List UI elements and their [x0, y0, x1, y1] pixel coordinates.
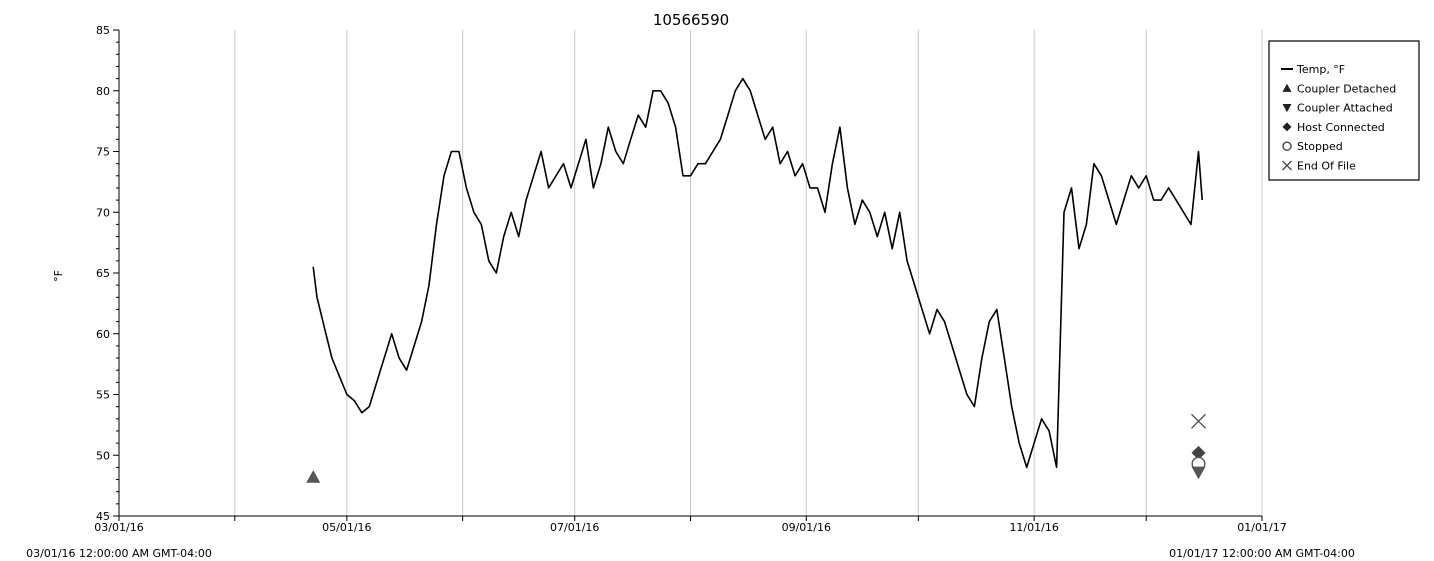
end-of-file-marker	[1191, 413, 1206, 429]
legend-end-of-file-icon	[1282, 160, 1292, 171]
legend-coupler-detached-icon	[1282, 83, 1292, 92]
x-tick-label: 03/01/16	[94, 521, 143, 534]
temperature-series-line	[312, 77, 1203, 469]
legend-label: Coupler Detached	[1297, 82, 1396, 95]
x-tick-label: 05/01/16	[322, 521, 371, 534]
y-tick-label: 45	[96, 510, 110, 523]
host-connected-marker	[1191, 445, 1206, 460]
legend-host-connected-icon	[1282, 122, 1292, 132]
legend-label: Stopped	[1297, 140, 1343, 153]
y-tick-label: 75	[96, 146, 110, 159]
legend-label: Coupler Attached	[1297, 102, 1393, 115]
legend-stopped-icon	[1282, 141, 1292, 151]
legend: Temp, °F Coupler Detached Coupler Attached…	[1268, 40, 1420, 181]
legend-label: Host Connected	[1297, 121, 1385, 134]
legend-label: End Of File	[1297, 160, 1356, 173]
y-axis: 45 50 55 60 65 70 75 80 85	[96, 24, 120, 523]
y-tick-label: 80	[96, 85, 110, 98]
x-axis-start-label: 03/01/16 12:00:00 AM GMT-04:00	[26, 547, 212, 560]
series-group	[312, 77, 1203, 469]
event-markers	[306, 413, 1206, 483]
legend-coupler-attached-icon	[1282, 104, 1292, 113]
y-tick-label: 70	[96, 206, 110, 219]
x-tick-label: 01/01/17	[1237, 521, 1286, 534]
x-tick-label: 11/01/16	[1009, 521, 1058, 534]
y-tick-label: 60	[96, 328, 110, 341]
y-tick-label: 85	[96, 24, 110, 37]
y-axis-label: °F	[52, 270, 65, 282]
legend-box	[1268, 40, 1420, 181]
x-tick-label: 09/01/16	[782, 521, 831, 534]
y-tick-label: 50	[96, 449, 110, 462]
coupler-attached-marker	[1191, 466, 1206, 480]
y-tick-label: 65	[96, 267, 110, 280]
x-tick-label: 07/01/16	[550, 521, 599, 534]
x-axis-end-label: 01/01/17 12:00:00 AM GMT-04:00	[1169, 547, 1355, 560]
x-axis: 03/01/16 05/01/16 07/01/16 09/01/16 11/01/16…	[94, 515, 1287, 534]
grid-lines	[234, 30, 1263, 516]
y-tick-label: 55	[96, 389, 110, 402]
legend-label: Temp, °F	[1296, 63, 1345, 76]
chart-title: 10566590	[653, 11, 729, 29]
coupler-detached-marker	[306, 470, 321, 483]
